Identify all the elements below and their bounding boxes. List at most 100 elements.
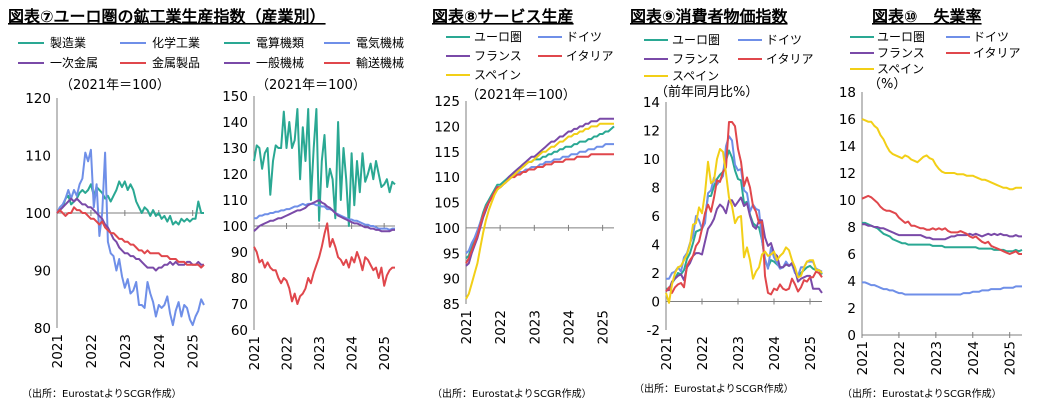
x-tick-label: 2021 <box>855 341 871 375</box>
series-line <box>465 143 614 255</box>
y-tick-label: 70 <box>231 297 248 313</box>
panel7-note-right: （2021年＝100） <box>256 78 366 93</box>
series-line <box>862 221 1023 253</box>
chart-1: 60 70 80 90 100 110 120 130 140 150 2021 2022 2023 20… <box>222 89 396 370</box>
x-tick-label: 2024 <box>152 334 168 368</box>
y-tick-label: 12 <box>643 124 660 140</box>
legend-label: イタリア <box>973 46 1021 60</box>
legend-label: フランス <box>877 46 925 60</box>
legend-label: 化学工業 <box>152 35 200 50</box>
legend-label: スペイン <box>877 62 924 76</box>
legend-label: イタリア <box>766 52 814 66</box>
legend-label: イタリア <box>566 49 614 63</box>
legend-label: ユーロ圏 <box>877 30 925 44</box>
series-line <box>56 206 205 269</box>
legend-label: ドイツ <box>973 30 1009 44</box>
series-line <box>862 223 1022 241</box>
y-tick-label: 150 <box>222 89 248 105</box>
y-tick-label: 0 <box>847 328 856 344</box>
legend-label: スペイン <box>474 68 521 82</box>
legend-label: 一次金属 <box>50 55 98 70</box>
series-line <box>253 108 396 227</box>
y-tick-label: 125 <box>434 94 460 110</box>
y-tick-label: 4 <box>847 274 856 290</box>
y-tick-label: 12 <box>839 166 856 182</box>
panel9-source: （出所：EurostatよりSCGR作成） <box>634 382 794 395</box>
panel7-legend: 製造業 化学工業 電算機類 電気機械 一次金属 金属製品 一般機械 輸送機械 <box>18 35 404 70</box>
legend-label: 電算機類 <box>256 35 304 50</box>
legend-label: スペイン <box>672 69 719 83</box>
x-tick-label: 2023 <box>527 310 543 344</box>
legend-label: 輸送機械 <box>356 55 404 70</box>
series-line <box>253 199 395 233</box>
legend-label: ユーロ圏 <box>672 33 720 47</box>
y-tick-label: 120 <box>25 91 51 107</box>
y-tick-label: 8 <box>651 181 660 197</box>
x-tick-label: 2025 <box>186 334 202 368</box>
y-tick-label: 100 <box>25 206 51 222</box>
x-tick-label: 2022 <box>493 310 509 344</box>
y-tick-label: 6 <box>847 247 856 263</box>
y-tick-label: 6 <box>651 209 660 225</box>
y-tick-label: 2 <box>847 301 856 317</box>
x-tick-label: 2021 <box>659 336 675 370</box>
y-tick-label: 100 <box>222 219 248 235</box>
y-tick-label: 90 <box>34 264 51 280</box>
y-tick-label: 110 <box>222 193 248 209</box>
legend-label: ユーロ圏 <box>474 30 522 44</box>
y-tick-label: 60 <box>231 323 248 339</box>
y-tick-label: 90 <box>443 272 460 288</box>
y-tick-label: 4 <box>651 238 660 254</box>
series-line <box>465 117 614 267</box>
series-line <box>465 122 614 300</box>
y-tick-label: 80 <box>34 321 51 337</box>
series-line <box>861 194 1022 255</box>
legend-label: 電気機械 <box>356 35 404 50</box>
x-tick-label: 2023 <box>312 336 328 370</box>
x-tick-label: 2024 <box>966 341 982 375</box>
panel7-title: 図表⑦ユーロ圏の鉱工業生産指数（産業別） <box>8 7 326 26</box>
x-tick-label: 2022 <box>892 341 908 375</box>
x-tick-label: 2024 <box>345 336 361 370</box>
legend-label: 製造業 <box>50 36 86 50</box>
panel8-title: 図表⑧サービス生産 <box>432 7 574 26</box>
legend-label: フランス <box>474 49 522 63</box>
x-tick-label: 2022 <box>695 336 711 370</box>
panel9-note: （前年同月比%） <box>655 84 758 100</box>
x-tick-label: 2023 <box>731 336 747 370</box>
chart-2: 85 90 95 100 105 110 115 120 125 2021 2022 2023 2024… <box>434 94 615 344</box>
panel7-note-left: （2021年＝100） <box>60 78 170 93</box>
y-tick-label: 16 <box>839 112 856 128</box>
panel10-source: （出所：EurostatよりSCGR作成） <box>842 387 1002 400</box>
panel8-source: （出所：EurostatよりSCGR作成） <box>432 387 592 400</box>
series-line <box>253 222 395 305</box>
chart-0: 80 90 100 110 120 2021 2022 2023 2024 2025 <box>25 91 205 368</box>
panel8-legend: ユーロ圏 ドイツ フランス イタリア スペイン <box>446 30 614 82</box>
legend-label: ドイツ <box>566 30 602 44</box>
x-tick-label: 2022 <box>280 336 296 370</box>
x-tick-label: 2025 <box>1003 341 1019 375</box>
y-tick-label: 8 <box>847 220 856 236</box>
x-tick-label: 2023 <box>118 334 134 368</box>
y-tick-label: 10 <box>643 152 660 168</box>
y-tick-label: 140 <box>222 115 248 131</box>
x-tick-label: 2025 <box>803 336 819 370</box>
y-tick-label: 90 <box>231 245 248 261</box>
x-tick-label: 2021 <box>50 334 66 368</box>
y-tick-label: 120 <box>434 119 460 135</box>
panel9-title: 図表⑨消費者物価指数 <box>630 7 789 26</box>
x-tick-label: 2022 <box>84 334 100 368</box>
y-tick-label: 80 <box>231 271 248 287</box>
y-tick-label: 100 <box>434 221 460 237</box>
x-tick-label: 2021 <box>459 310 475 344</box>
panel10-title: 図表⑩ 失業率 <box>872 7 982 26</box>
y-tick-label: 14 <box>643 95 660 111</box>
y-tick-label: 0 <box>651 295 660 311</box>
panel10-legend: ユーロ圏 ドイツ フランス イタリア スペイン <box>850 30 1021 76</box>
y-tick-label: 10 <box>839 193 856 209</box>
series-line <box>861 118 1022 191</box>
series-line <box>665 121 823 296</box>
x-tick-label: 2024 <box>767 336 783 370</box>
